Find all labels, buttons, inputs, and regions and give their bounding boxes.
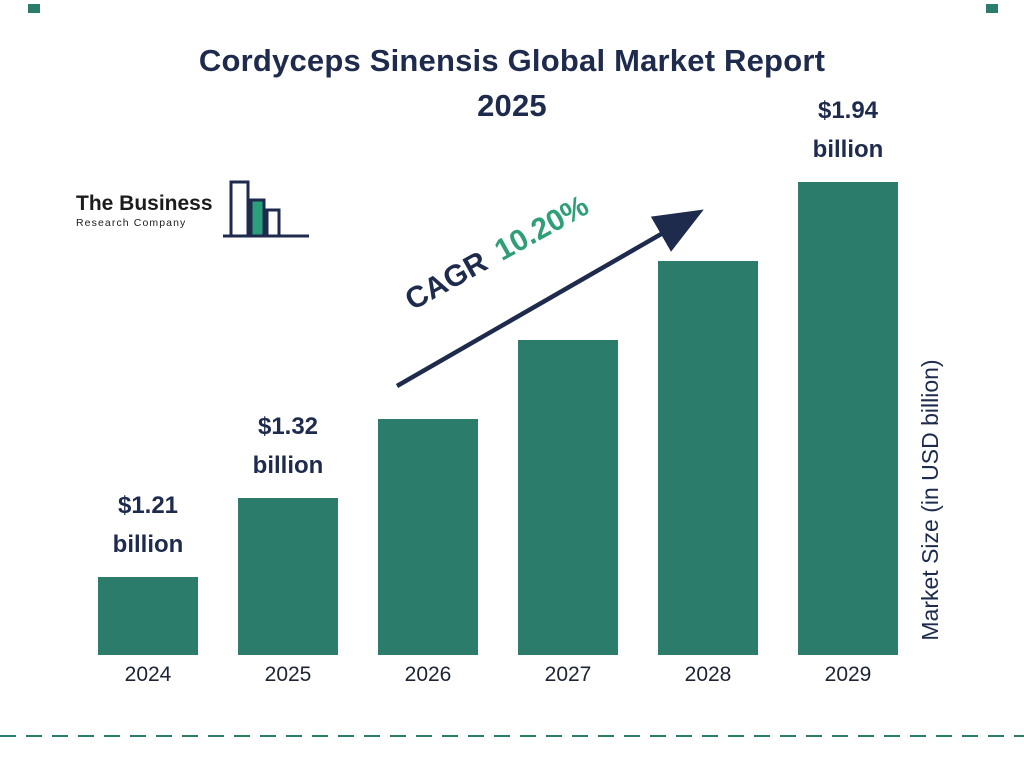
x-axis-label-2027: 2027 — [544, 663, 592, 686]
x-axis-label-2028: 2028 — [684, 663, 732, 686]
logo-bars-icon — [222, 180, 309, 238]
bar-column-2028 — [658, 261, 758, 655]
logo-text: The Business Research Company — [76, 192, 213, 229]
bar-2029 — [798, 182, 898, 655]
logo-subname: Research Company — [76, 217, 187, 229]
y-axis-title: Market Size (in USD billion) — [917, 359, 943, 641]
x-axis-label-2025: 2025 — [264, 663, 312, 686]
bar-2024 — [98, 577, 198, 655]
bar-2028 — [658, 261, 758, 655]
bar-column-2027 — [518, 340, 618, 655]
x-axis-labels: 2024 2025 2026 2027 2028 2029 — [98, 663, 918, 687]
bar-2026 — [378, 419, 478, 655]
x-axis-label-2024: 2024 — [124, 663, 172, 686]
bar-column-2026 — [378, 419, 478, 655]
corner-accent-right — [986, 4, 998, 13]
bar-value-label-2024: $1.21 billion — [112, 492, 184, 558]
bar-column-2025: $1.32 billion — [238, 407, 338, 655]
page-title-line1: Cordyceps Sinensis Global Market Report — [198, 43, 826, 78]
x-axis-label-2029: 2029 — [824, 663, 872, 686]
bottom-divider — [0, 735, 1024, 737]
bar-column-2024: $1.21 billion — [98, 486, 198, 655]
bar-value-label-2029: $1.94 billion — [812, 97, 884, 163]
page-title: Cordyceps Sinensis Global Market Report 2… — [0, 38, 1024, 128]
corner-accent-left — [28, 4, 40, 13]
logo: The Business Research Company — [76, 180, 313, 248]
x-axis-label-2026: 2026 — [404, 663, 452, 686]
bar-2025 — [238, 498, 338, 655]
bar-chart: $1.21 billion $1.32 billion $1.94 billion — [98, 0, 918, 655]
bar-2027 — [518, 340, 618, 655]
logo-name: The Business — [76, 192, 213, 215]
bar-column-2029: $1.94 billion — [798, 91, 898, 655]
page-title-line2: 2025 — [477, 88, 547, 123]
bar-value-label-2025: $1.32 billion — [252, 413, 324, 479]
